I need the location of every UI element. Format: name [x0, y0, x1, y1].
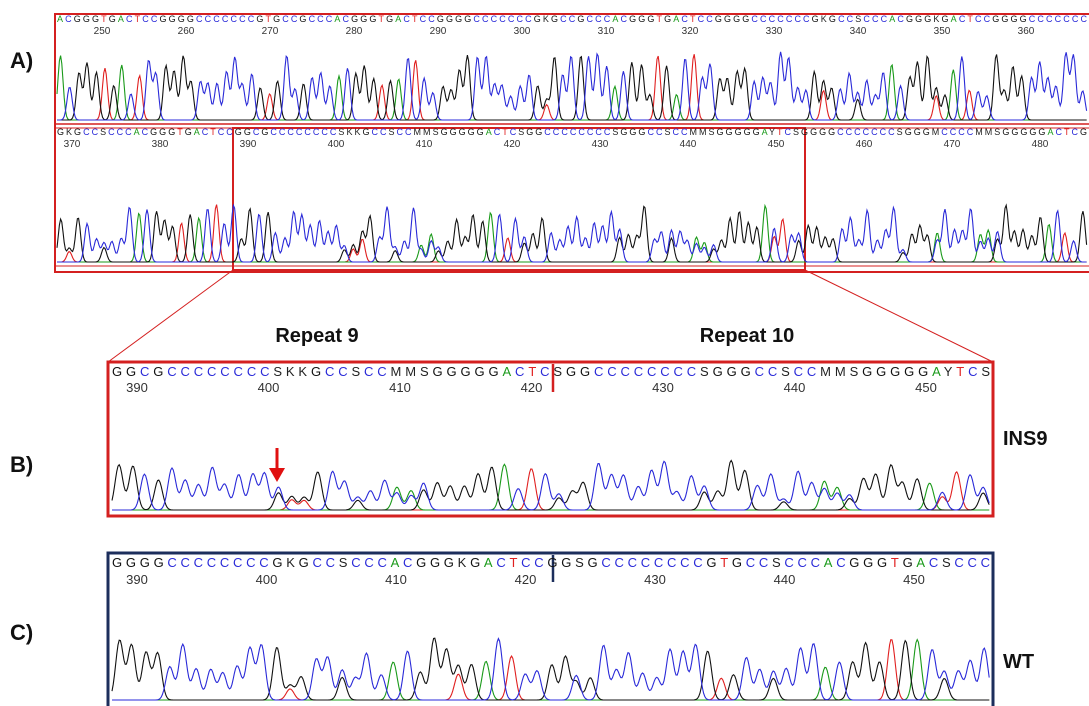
position-label: 440	[680, 139, 697, 150]
position-label: 410	[416, 139, 433, 150]
position-label: 420	[504, 139, 521, 150]
position-label: 410	[389, 380, 411, 395]
position-label: 440	[774, 572, 796, 587]
position-label: 250	[94, 26, 111, 37]
position-label: 450	[903, 572, 925, 587]
trace	[112, 640, 989, 700]
trace	[112, 640, 989, 700]
trace	[112, 638, 989, 700]
trace	[57, 52, 1087, 120]
position-label: 430	[652, 380, 674, 395]
trace	[112, 461, 989, 511]
trace	[57, 205, 1087, 262]
position-label: 370	[64, 139, 81, 150]
position-label: 400	[328, 139, 345, 150]
trace	[57, 54, 1087, 120]
position-label: 260	[178, 26, 195, 37]
position-label: 450	[768, 139, 785, 150]
panel-label: A)	[10, 48, 33, 73]
position-label: 450	[915, 380, 937, 395]
position-label: 380	[152, 139, 169, 150]
position-label: 280	[346, 26, 363, 37]
position-label: 440	[784, 380, 806, 395]
sample-label: WT	[1003, 651, 1034, 673]
position-label: 420	[521, 380, 543, 395]
position-label: 410	[385, 572, 407, 587]
position-label: 420	[515, 572, 537, 587]
position-label: 270	[262, 26, 279, 37]
sample-label: INS9	[1003, 428, 1047, 450]
position-label: 400	[256, 572, 278, 587]
trace	[112, 461, 989, 510]
position-label: 350	[934, 26, 951, 37]
zoom-line	[108, 270, 233, 362]
position-label: 360	[1018, 26, 1035, 37]
panel-c-frame	[108, 553, 993, 706]
trace	[112, 464, 989, 510]
position-label: 480	[1032, 139, 1049, 150]
position-label: 320	[682, 26, 699, 37]
trace	[112, 639, 989, 700]
position-label: 290	[430, 26, 447, 37]
position-label: 390	[126, 572, 148, 587]
position-label: 390	[240, 139, 257, 150]
panel-label: C)	[10, 620, 33, 645]
position-label: 430	[592, 139, 609, 150]
position-label: 470	[944, 139, 961, 150]
trace	[57, 55, 1087, 121]
position-label: 400	[258, 380, 280, 395]
zoom-line	[805, 270, 993, 362]
panel-label: B)	[10, 452, 33, 477]
position-label: 300	[514, 26, 531, 37]
position-label: 460	[856, 139, 873, 150]
repeat-label: Repeat 10	[700, 325, 795, 347]
arrow-head	[269, 468, 285, 482]
position-label: 330	[766, 26, 783, 37]
position-label: 310	[598, 26, 615, 37]
figure: A) B) C) Repeat 9 Repeat 10 INS9 WT ACGG…	[0, 0, 1089, 706]
position-label: 340	[850, 26, 867, 37]
position-label: 390	[126, 380, 148, 395]
repeat-label: Repeat 9	[275, 325, 358, 347]
position-label: 430	[644, 572, 666, 587]
